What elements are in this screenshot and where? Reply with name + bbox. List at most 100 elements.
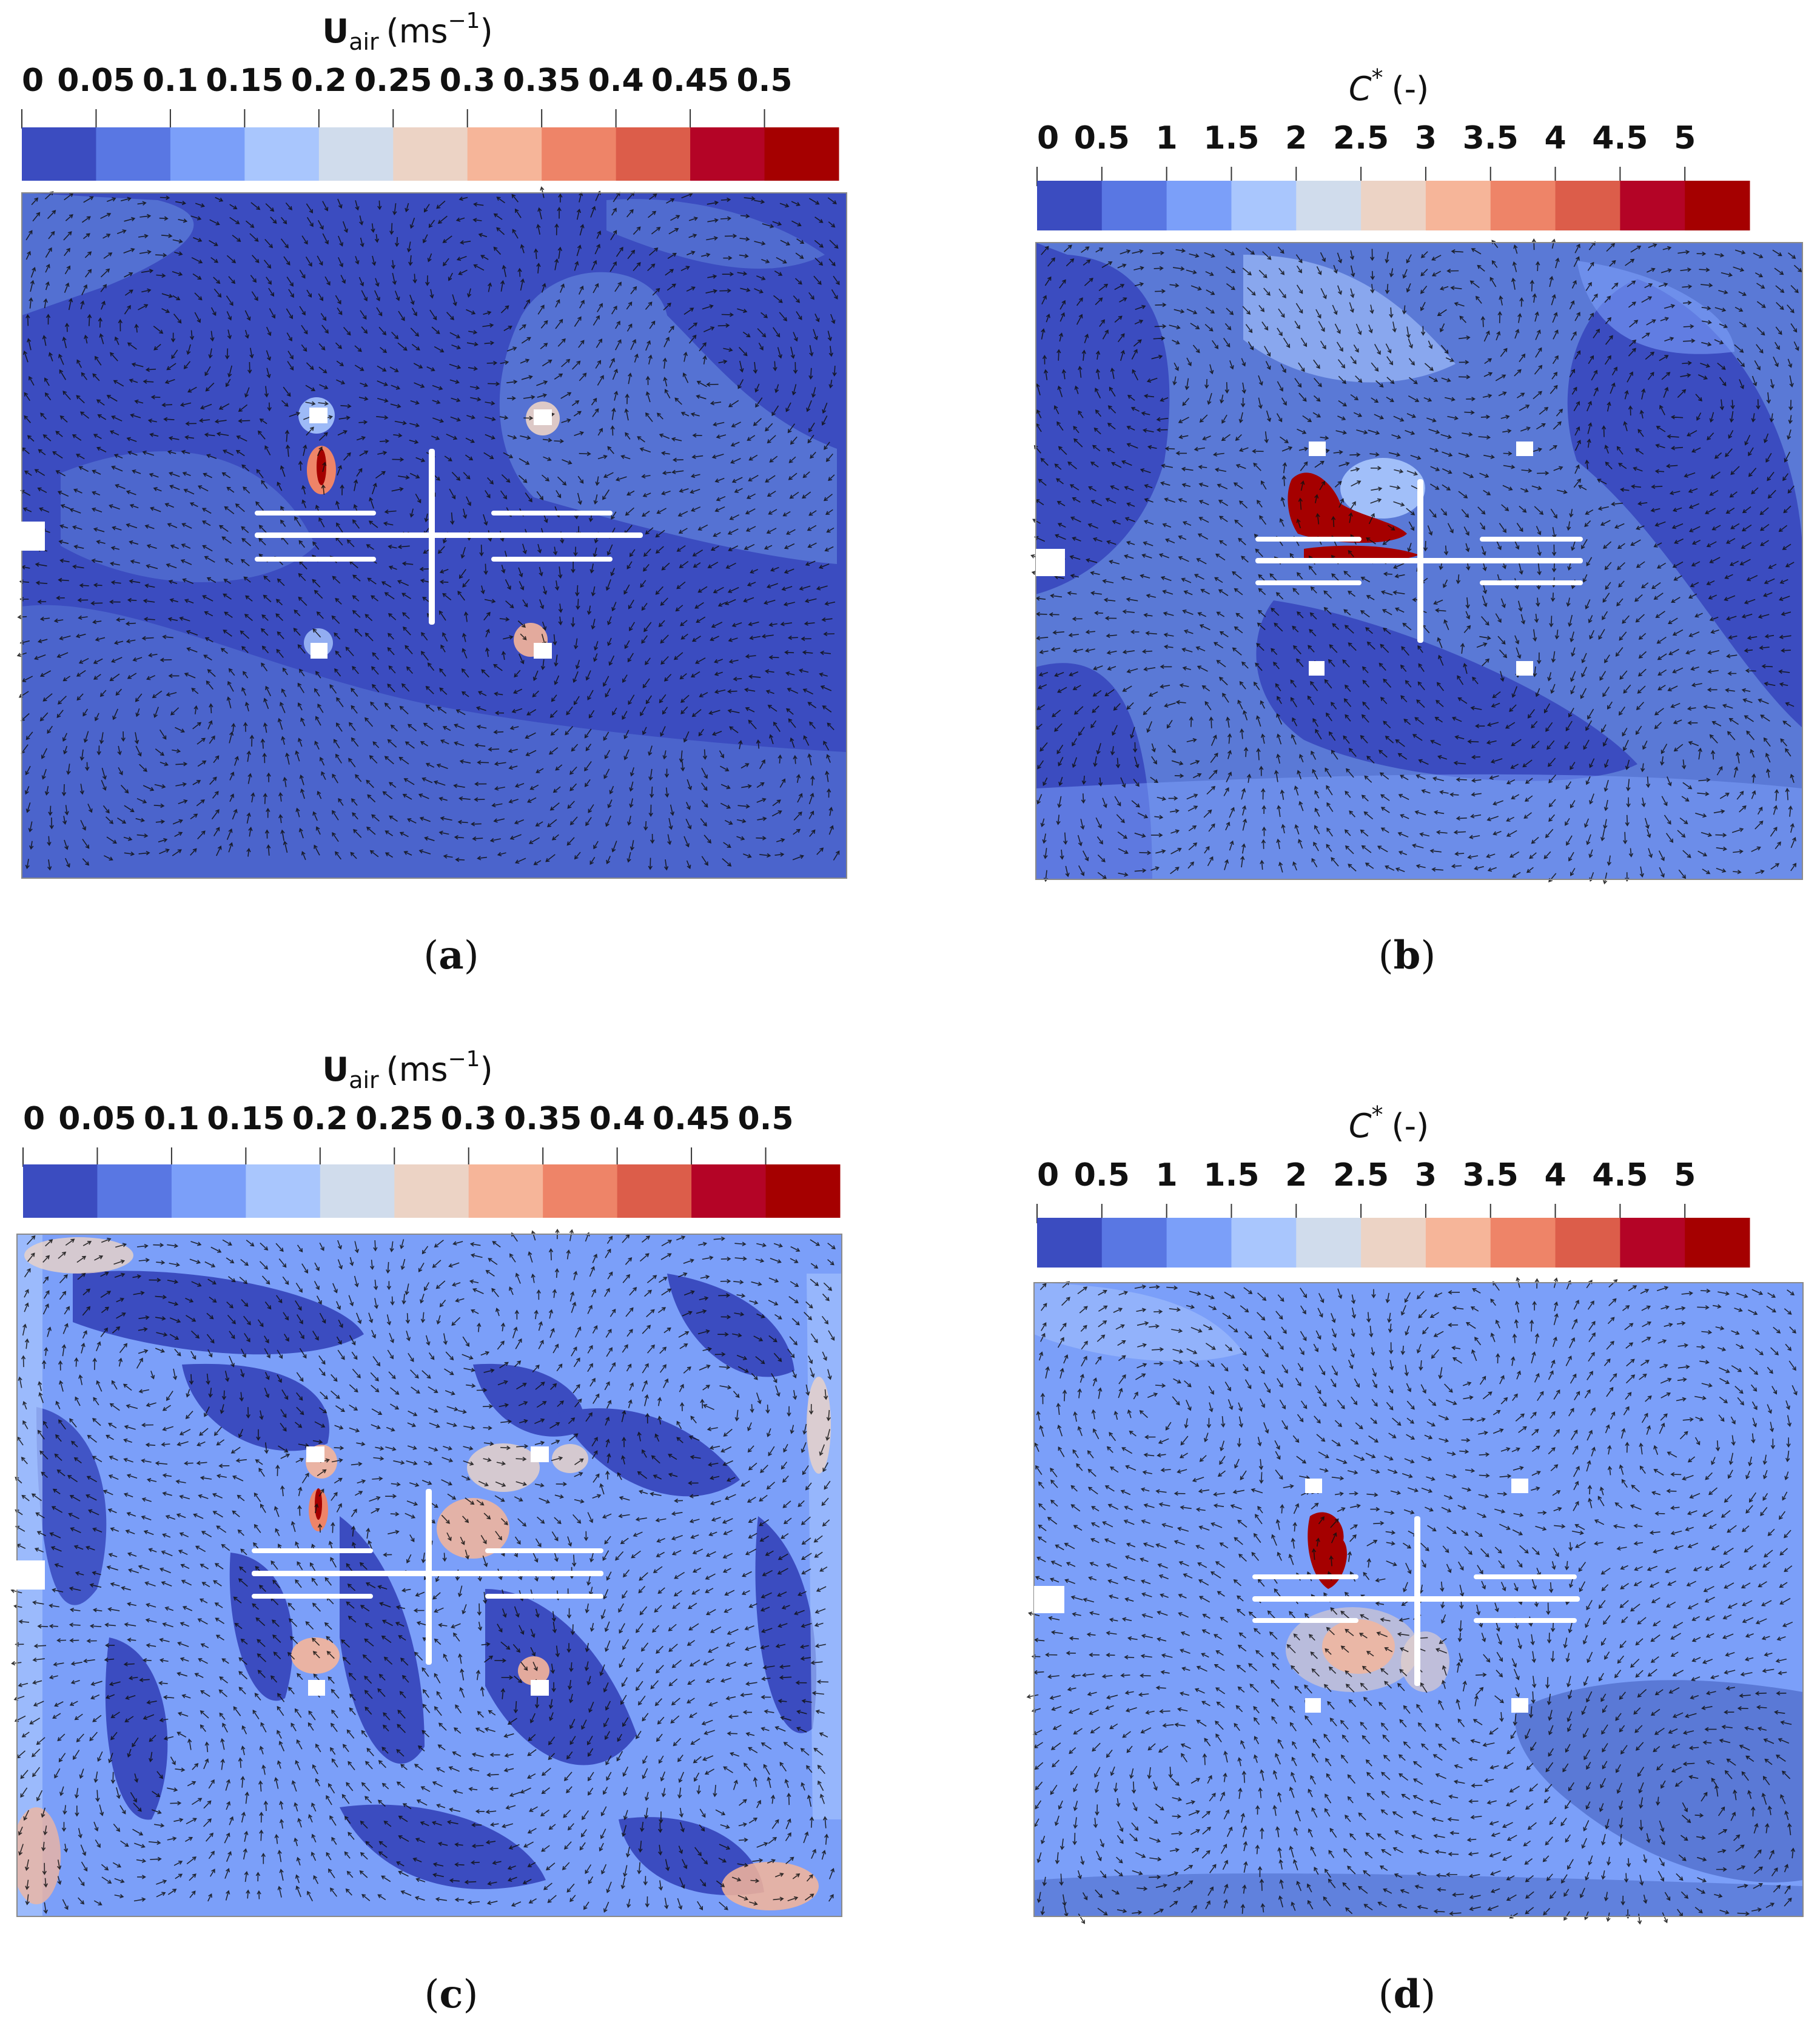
colorbar-tick-label: 0.1	[144, 1101, 200, 1137]
colorbar-swatch	[542, 127, 617, 181]
geometry-a	[12, 408, 643, 659]
colorbar-swatch	[22, 127, 96, 181]
velocity-vectors-c	[10, 1228, 836, 1914]
colorbar-ticks-b: 0 0.5 1 1.5 2 2.5 3 3.5 4 4.5 5	[1036, 120, 1696, 186]
colorbar-swatch	[1101, 181, 1167, 230]
colorbar-tick-label: 0.4	[589, 1101, 645, 1137]
colorbar-tick-label: 0	[1037, 120, 1059, 156]
colorbar-swatch	[1361, 1218, 1426, 1268]
colorbar-ticks-d: 0 0.5 1 1.5 2 2.5 3 3.5 4 4.5 5	[1036, 1157, 1696, 1223]
colorbar-swatch	[97, 1164, 172, 1218]
velocity-vectors-a	[16, 186, 840, 871]
colorbar-swatch	[1490, 1218, 1556, 1268]
colorbar-swatch	[690, 127, 765, 181]
colorbar-tick-label: 1	[1156, 1157, 1178, 1194]
colorbar-swatch	[1620, 181, 1685, 230]
colorbar-swatch	[765, 1164, 841, 1218]
vector-glyphs	[16, 186, 840, 871]
colorbar-swatch	[1037, 181, 1103, 230]
panel-b: C* (-) 0 0.5 1 1.5 2 2.5 3 3.5 4 4.5 5	[1030, 64, 1803, 978]
colorbar-title-c: Uair (ms−1)	[322, 1047, 492, 1093]
colorbar-tick-label: 5	[1674, 120, 1696, 156]
colorbar-b	[1037, 181, 1750, 230]
colorbar-swatch	[320, 1164, 395, 1218]
colorbar-tick-label: 0.35	[504, 1101, 582, 1137]
colorbar-tick-label: 0.05	[58, 1101, 136, 1137]
colorbar-swatch	[1425, 181, 1491, 230]
colorbar-tick-label: 0	[22, 62, 44, 99]
geometry-d	[1034, 1479, 1580, 1713]
colorbar-tick-label: 0.05	[57, 62, 135, 99]
flow-field-c	[17, 1234, 842, 1916]
colorbar-tick-label: 0.5	[737, 1101, 793, 1137]
panel-a: Uair (ms−1) 0 0.05 0.1 0.15 0.2 0.25 0.3 0.35 0.4…	[12, 8, 847, 978]
geometry-b	[1036, 442, 1583, 676]
colorbar-tick-label: 0.5	[1074, 1157, 1130, 1194]
velocity-vectors-d	[1026, 1277, 1798, 1925]
colorbar-swatch	[244, 127, 320, 181]
colorbar-tick-label: 1.5	[1203, 120, 1259, 156]
vector-glyphs	[1030, 238, 1802, 885]
colorbar-tick-label: 0.25	[354, 62, 432, 99]
vector-glyphs	[1026, 1277, 1798, 1925]
colorbar-swatch	[1166, 1218, 1232, 1268]
colorbar-swatch	[1166, 181, 1232, 230]
panel-d: C* (-) 0 0.5 1 1.5 2 2.5 3 3.5 4 4.5 5	[1026, 1101, 1804, 2017]
colorbar-swatch	[393, 127, 468, 181]
colorbar-tick-label: 0.15	[207, 1101, 284, 1137]
colorbar-swatch	[1490, 181, 1556, 230]
colorbar-tick-label: 4	[1544, 120, 1566, 156]
colorbar-tick-label: 2	[1285, 1157, 1307, 1194]
colorbar-swatch	[246, 1164, 321, 1218]
colorbar-tick-label: 3	[1415, 120, 1437, 156]
colorbar-swatch	[170, 127, 245, 181]
colorbar-c	[23, 1164, 841, 1218]
colorbar-d	[1037, 1218, 1750, 1268]
colorbar-tick-label: 4.5	[1592, 120, 1648, 156]
colorbar-swatch	[1685, 181, 1750, 230]
colorbar-tick-label: 0.2	[292, 1101, 348, 1137]
colorbar-tick-label: 1.5	[1203, 1157, 1259, 1194]
colorbar-swatch	[764, 127, 839, 181]
colorbar-tick-label: 1	[1156, 120, 1178, 156]
colorbar-swatch	[1296, 1218, 1362, 1268]
colorbar-tick-label: 0.35	[503, 62, 580, 99]
colorbar-tick-label: 0.5	[1074, 120, 1130, 156]
colorbar-swatch	[1231, 181, 1297, 230]
colorbar-tick-label: 0	[1037, 1157, 1059, 1194]
colorbar-swatch	[1620, 1218, 1685, 1268]
colorbar-swatch	[691, 1164, 767, 1218]
colorbar-tick-label: 0	[23, 1101, 45, 1137]
panel-c: Uair (ms−1) 0 0.05 0.1 0.15 0.2 0.25 0.3 0.35 0.4…	[10, 1047, 842, 2017]
vector-glyphs	[10, 1228, 836, 1914]
velocity-vectors-b	[1030, 238, 1802, 885]
colorbar-title-b: C* (-)	[1349, 64, 1429, 108]
colorbar-tick-label: 0.3	[440, 62, 495, 99]
colorbar-swatch	[1555, 1218, 1620, 1268]
colorbar-swatch	[23, 1164, 98, 1218]
colorbar-swatch	[318, 127, 394, 181]
colorbar-swatch	[1361, 181, 1426, 230]
colorbar-tick-label: 2	[1285, 120, 1307, 156]
colorbar-tick-label: 3.5	[1463, 1157, 1519, 1194]
colorbar-swatch	[543, 1164, 618, 1218]
colorbar-tick-label: 0.45	[653, 1101, 730, 1137]
colorbar-swatch	[1296, 181, 1362, 230]
caption-d: (d)	[1378, 1972, 1436, 2017]
colorbar-tick-label: 0.4	[588, 62, 644, 99]
colorbar-swatch	[616, 127, 691, 181]
colorbar-tick-label: 0.2	[291, 62, 347, 99]
colorbar-swatch	[468, 1164, 543, 1218]
colorbar-swatch	[1231, 1218, 1297, 1268]
colorbar-swatch	[617, 1164, 692, 1218]
colorbar-tick-label: 0.45	[651, 62, 729, 99]
caption-b: (b)	[1378, 933, 1436, 978]
colorbar-tick-label: 0.3	[441, 1101, 497, 1137]
colorbar-swatch	[467, 127, 542, 181]
colorbar-tick-label: 0.5	[736, 62, 792, 99]
colorbar-tick-label: 0.1	[143, 62, 198, 99]
colorbar-a	[22, 127, 839, 181]
colorbar-swatch	[96, 127, 171, 181]
colorbar-swatch	[1101, 1218, 1167, 1268]
